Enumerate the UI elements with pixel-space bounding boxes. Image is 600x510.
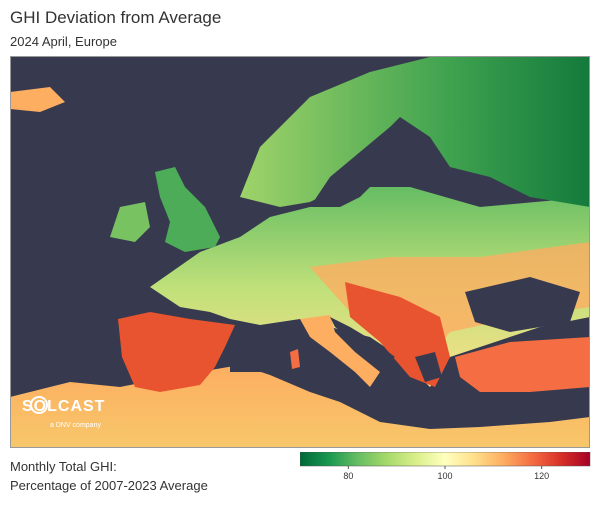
land bbox=[455, 337, 590, 392]
map-border bbox=[10, 56, 590, 448]
land bbox=[10, 87, 65, 112]
land bbox=[110, 202, 150, 242]
colorbar-ramp bbox=[300, 452, 591, 467]
tick-label: 100 bbox=[437, 471, 452, 481]
subtitle: 2024 April, Europe bbox=[10, 34, 117, 49]
tick-label: 80 bbox=[343, 471, 353, 481]
tick-label: 120 bbox=[534, 471, 549, 481]
sea bbox=[465, 277, 580, 332]
title: GHI Deviation from Average bbox=[10, 8, 222, 27]
logo-name: SOLCAST bbox=[22, 398, 105, 415]
sea bbox=[330, 317, 395, 362]
legend-label: Monthly Total GHI: bbox=[10, 459, 117, 474]
land bbox=[155, 167, 220, 252]
land bbox=[300, 315, 380, 387]
sea bbox=[230, 332, 550, 422]
logo-tagline: a DNV company bbox=[50, 422, 101, 429]
colorbar: 80 100 120 bbox=[300, 452, 591, 481]
logo-icon bbox=[30, 396, 48, 414]
sea bbox=[310, 127, 405, 207]
sea bbox=[415, 352, 442, 382]
legend-label: Percentage of 2007-2023 Average bbox=[10, 478, 208, 493]
land bbox=[118, 312, 235, 392]
land bbox=[290, 349, 300, 369]
map: SOLCAST a DNV company bbox=[10, 57, 590, 448]
land bbox=[240, 57, 590, 207]
